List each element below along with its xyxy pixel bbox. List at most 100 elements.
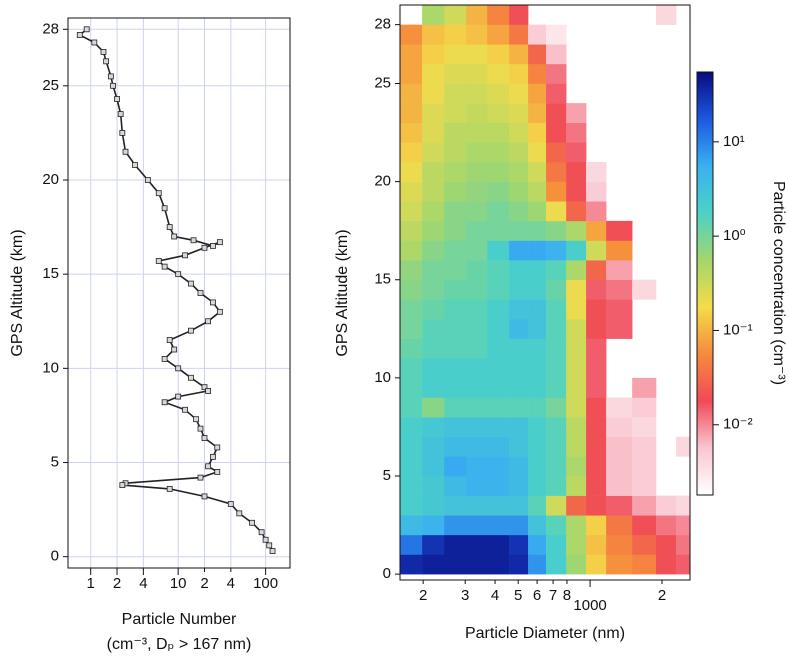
heatmap-cell	[422, 201, 445, 222]
x-tick-label: 4	[491, 587, 499, 604]
heatmap-cell	[400, 103, 423, 124]
heatmap-cell	[400, 495, 423, 516]
heatmap-cell	[546, 103, 567, 124]
heatmap-cell	[528, 397, 547, 418]
heatmap-cell	[566, 475, 587, 496]
marker	[103, 58, 110, 65]
heatmap-cell	[528, 515, 547, 536]
y-axis-label: GPS Altitude (km)	[334, 229, 351, 356]
heatmap-cell	[487, 240, 510, 261]
marker	[161, 263, 168, 270]
heatmap-cell	[487, 103, 510, 124]
marker	[236, 510, 243, 517]
heatmap-cell	[586, 436, 607, 457]
heatmap-cell	[528, 122, 547, 143]
heatmap-cell	[586, 260, 607, 281]
heatmap-cell	[546, 417, 567, 438]
marker	[188, 280, 194, 287]
heatmap-cell	[546, 475, 567, 496]
heatmap-cell	[422, 5, 445, 25]
marker	[114, 96, 120, 102]
heatmap-cell	[528, 358, 547, 379]
plot-frame	[67, 17, 291, 569]
heatmap-cell	[466, 299, 488, 320]
heatmap-cell	[566, 318, 587, 339]
heatmap-cell	[509, 201, 529, 222]
heatmap-cell	[509, 417, 529, 438]
marker	[144, 177, 151, 183]
marker	[205, 388, 212, 394]
heatmap-cell	[528, 83, 547, 104]
heatmap-cell	[632, 554, 657, 575]
heatmap-cell	[546, 299, 567, 320]
heatmap-cell	[444, 495, 467, 516]
heatmap-cell	[528, 181, 547, 202]
marker	[161, 205, 168, 212]
heatmap-cell	[632, 495, 657, 516]
heatmap-cell	[546, 63, 567, 84]
x-axis-label-units: (cm⁻³, Dₚ > 167 nm)	[107, 636, 252, 653]
heatmap-cell	[606, 475, 633, 496]
heatmap-cell	[509, 24, 529, 45]
y-tick-label: 15	[42, 265, 59, 282]
heatmap-cell	[487, 5, 510, 25]
heatmap-cell	[509, 358, 529, 379]
heatmap-cell	[632, 475, 657, 496]
x-tick-label: 3	[461, 587, 469, 604]
heatmap-cell	[466, 318, 488, 339]
heatmap-cell	[566, 299, 587, 320]
heatmap-cell	[566, 515, 587, 536]
marker	[161, 356, 168, 362]
marker	[188, 327, 194, 334]
heatmap-cell	[528, 44, 547, 65]
heatmap-cell	[400, 534, 423, 555]
heatmap-cell	[586, 495, 607, 516]
heatmap-cell	[586, 515, 607, 536]
heatmap-cell	[586, 456, 607, 477]
heatmap-cell	[586, 181, 607, 202]
heatmap-cell	[586, 554, 607, 575]
heatmap-cell	[444, 456, 467, 477]
heatmap-cell	[422, 338, 445, 359]
heatmap-cell	[656, 5, 677, 25]
heatmap-cell	[586, 397, 607, 418]
marker	[210, 453, 216, 460]
heatmap-cell	[566, 456, 587, 477]
marker	[205, 318, 212, 325]
heatmap-cell	[606, 397, 633, 418]
heatmap-cell	[546, 44, 567, 65]
heatmap-cell	[444, 103, 467, 124]
heatmap-cell	[466, 161, 488, 182]
colorbar-tick-label: 10⁻²	[723, 416, 753, 433]
heatmap-cell	[546, 240, 567, 261]
heatmap-cell	[546, 515, 567, 536]
heatmap-cell	[566, 161, 587, 182]
heatmap-cell	[487, 436, 510, 457]
heatmap-cell	[487, 83, 510, 104]
colorbar-label: Particle concentration (cm⁻³)	[770, 181, 787, 385]
marker	[171, 346, 178, 353]
heatmap-cell	[566, 534, 587, 555]
heatmap-cell	[546, 201, 567, 222]
heatmap-cell	[528, 299, 547, 320]
heatmap-cell	[487, 456, 510, 477]
plot-frame	[399, 4, 691, 581]
heatmap-cell	[487, 417, 510, 438]
heatmap-cell	[422, 417, 445, 438]
marker	[166, 337, 173, 343]
heatmap-cell	[487, 299, 510, 320]
heatmap-cell	[487, 534, 510, 555]
heatmap-cell	[632, 279, 657, 300]
heatmap-cell	[487, 338, 510, 359]
heatmap-cell	[400, 397, 423, 418]
heatmap-cell	[487, 377, 510, 398]
marker	[76, 32, 83, 38]
heatmap-cell	[466, 475, 488, 496]
marker	[155, 258, 162, 264]
heatmap-cell	[546, 534, 567, 555]
marker	[166, 485, 173, 492]
heatmap-cell	[528, 240, 547, 261]
heatmap-cell	[444, 397, 467, 418]
colorbar	[696, 71, 714, 496]
marker	[197, 290, 204, 296]
